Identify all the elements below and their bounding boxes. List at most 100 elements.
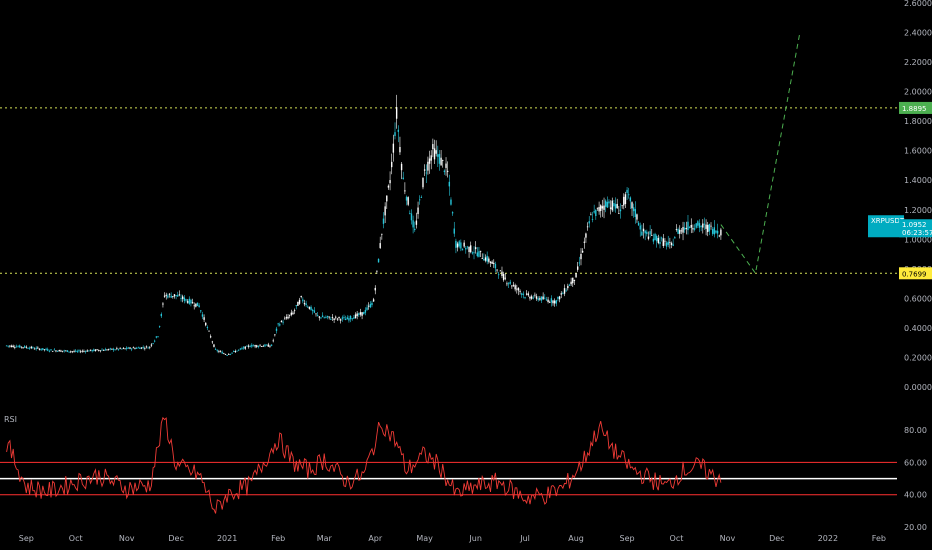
candle-body	[672, 244, 674, 246]
x-tick-label: Oct	[69, 534, 83, 543]
candle-body	[713, 227, 716, 235]
candle-body	[379, 243, 381, 248]
candle-body	[251, 344, 253, 347]
candle-body	[71, 351, 74, 353]
candle-body	[521, 293, 523, 295]
candle-body	[664, 240, 666, 242]
candle-body	[539, 298, 541, 300]
candle-body	[300, 295, 302, 298]
candle-body	[367, 305, 370, 307]
price-tick-label: 0.0000	[904, 383, 932, 392]
candle-body	[76, 351, 79, 352]
candle-body	[497, 274, 500, 276]
candle-body	[389, 180, 391, 184]
candle-body	[422, 178, 424, 188]
candle-body	[522, 293, 525, 295]
candle-body	[152, 343, 154, 344]
candle-body	[157, 336, 159, 338]
x-tick-label: Mar	[317, 534, 333, 543]
candle-body	[606, 201, 609, 208]
candle-body	[371, 302, 373, 306]
candle-body	[501, 271, 503, 277]
candle-body	[552, 300, 554, 304]
candle-body	[119, 347, 121, 349]
x-tick-label: Jun	[468, 534, 482, 543]
candle-body	[303, 303, 306, 305]
price-tick-label: 2.0000	[904, 88, 932, 97]
x-tick-label: May	[416, 534, 433, 543]
candle-body	[580, 253, 582, 260]
candle-body	[25, 346, 28, 348]
last-price-box	[899, 219, 932, 238]
candle-body	[662, 238, 664, 246]
candle-body	[99, 350, 102, 352]
candle-body	[488, 258, 490, 262]
candle-body	[468, 246, 470, 253]
candle-body	[649, 231, 651, 235]
price-tick-label: 1.0000	[904, 235, 932, 244]
candle-body	[481, 258, 483, 260]
candle-body	[507, 283, 510, 285]
candle-body	[89, 349, 92, 351]
candle-body	[318, 316, 320, 318]
candle-body	[659, 242, 661, 244]
candle-body	[496, 269, 498, 271]
candle-body	[124, 348, 126, 350]
candle-body	[260, 346, 263, 347]
candle-body	[590, 214, 592, 216]
candle-body	[349, 315, 352, 320]
candle-body	[293, 310, 296, 312]
candle-body	[544, 297, 546, 299]
candle-body	[542, 296, 544, 300]
candle-body	[193, 305, 195, 307]
candle-body	[473, 252, 475, 254]
candle-body	[102, 350, 105, 351]
candle-body	[549, 301, 551, 303]
candle-body	[135, 347, 138, 349]
candle-body	[233, 351, 235, 352]
candle-body	[679, 229, 681, 234]
candle-body	[109, 348, 111, 350]
candle-body	[188, 298, 190, 304]
candle-body	[79, 351, 82, 353]
candle-body	[369, 304, 372, 308]
candle-body	[626, 189, 628, 193]
current-price-tag	[868, 215, 904, 238]
candle-body	[190, 299, 192, 304]
candle-body	[656, 236, 658, 242]
candle-body	[213, 344, 215, 347]
candle-body	[407, 197, 409, 205]
candle-body	[180, 298, 182, 300]
level-price-label: 1.8895	[902, 105, 927, 113]
candle-body	[604, 200, 607, 207]
price-tick-label: 2.4000	[904, 29, 932, 38]
candle-body	[395, 107, 398, 119]
candle-body	[404, 190, 406, 192]
candle-body	[609, 207, 612, 209]
candle-body	[427, 161, 429, 171]
candle-body	[708, 224, 711, 232]
candle-body	[330, 319, 332, 320]
candle-body	[162, 303, 164, 305]
candle-body	[208, 330, 210, 332]
candle-body	[257, 346, 260, 347]
price-tick-label: 0.2000	[904, 353, 932, 362]
candle-body	[282, 321, 284, 323]
candle-body	[535, 296, 538, 299]
candle-body	[287, 316, 289, 319]
candle-body	[96, 349, 98, 351]
candle-body	[242, 347, 245, 349]
candle-body	[310, 306, 312, 311]
candle-body	[158, 325, 161, 327]
candle-body	[621, 205, 623, 207]
candle-body	[122, 348, 125, 349]
candle-body	[392, 143, 395, 153]
candle-body	[290, 312, 293, 315]
candle-body	[502, 273, 505, 281]
candle-body	[677, 229, 679, 234]
x-tick-label: Dec	[769, 534, 784, 543]
candle-body	[619, 209, 622, 212]
candle-body	[478, 251, 480, 257]
candle-body	[516, 288, 518, 290]
price-tick-label: 0.4000	[904, 324, 932, 333]
